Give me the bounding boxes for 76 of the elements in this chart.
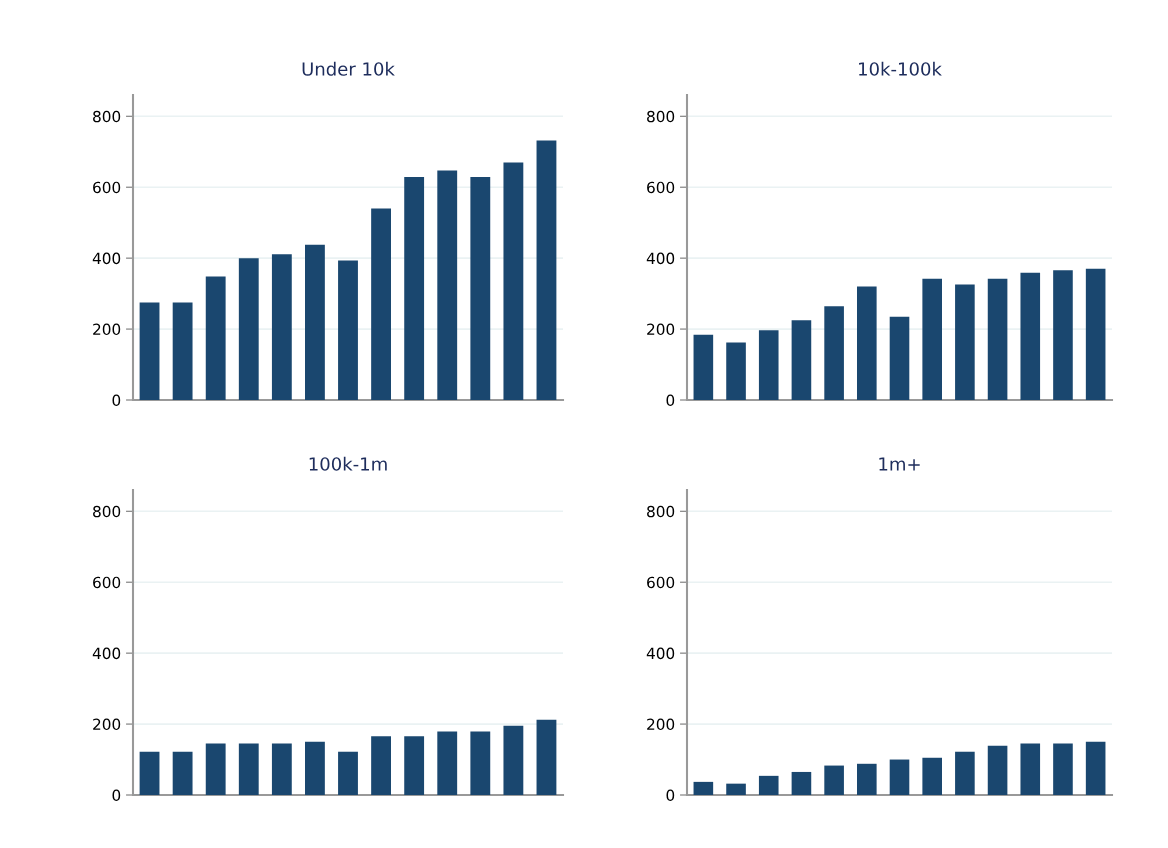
y-tick-label: 200 [93, 718, 121, 731]
bar [536, 140, 557, 400]
y-tick-label: 400 [646, 252, 675, 265]
bar [503, 725, 524, 795]
bar [503, 162, 524, 400]
bar [889, 759, 910, 795]
bar [139, 302, 160, 400]
y-tick-label: 400 [92, 252, 121, 265]
bar [922, 278, 942, 400]
chart-title: 100k-1m [309, 456, 387, 471]
bar [1085, 268, 1106, 400]
chart-title: 10k-100k [859, 61, 942, 76]
bar [1020, 272, 1041, 400]
chart-title: 1m+ [879, 457, 920, 471]
y-tick-label: 600 [93, 576, 121, 589]
y-tick-label: 400 [646, 647, 675, 660]
bar [726, 342, 746, 400]
y-tick-label: 0 [112, 394, 121, 407]
bar [338, 260, 358, 400]
bar [1053, 270, 1073, 400]
y-tick-label: 800 [93, 110, 121, 123]
bar [987, 278, 1008, 400]
bar [205, 743, 226, 795]
bar [172, 751, 193, 795]
bar [857, 286, 877, 400]
bar [437, 170, 458, 400]
y-tick-label: 0 [666, 394, 675, 407]
bar [987, 745, 1008, 795]
bar [824, 306, 844, 400]
bar [305, 741, 325, 795]
bar [470, 731, 491, 795]
bar [271, 743, 292, 795]
y-tick-label: 800 [93, 505, 121, 518]
bar [824, 765, 844, 795]
bar [889, 316, 910, 400]
y-tick-label: 400 [92, 647, 121, 660]
bar [1085, 741, 1106, 795]
y-tick-label: 800 [647, 110, 675, 123]
bar [1020, 743, 1041, 795]
bar [955, 751, 975, 795]
bar [271, 254, 292, 400]
bar [726, 783, 746, 795]
bar [791, 320, 812, 400]
bar [922, 757, 942, 795]
bar [758, 775, 779, 795]
bar [404, 176, 425, 400]
y-tick-label: 600 [647, 576, 675, 589]
bar [305, 244, 325, 400]
y-tick-label: 200 [93, 323, 121, 336]
bar [404, 736, 425, 795]
y-tick-label: 0 [112, 789, 121, 802]
y-tick-label: 600 [93, 181, 121, 194]
bar [139, 751, 160, 795]
bar [238, 258, 259, 400]
y-tick-label: 200 [647, 323, 675, 336]
bar [536, 719, 557, 795]
bar [238, 743, 259, 795]
y-tick-label: 600 [647, 181, 675, 194]
bar [371, 208, 391, 400]
bar [172, 302, 193, 400]
y-tick-label: 0 [666, 789, 675, 802]
bar [437, 731, 458, 795]
y-tick-label: 200 [647, 718, 675, 731]
bar [955, 284, 975, 400]
chart-title: Under 10k [302, 61, 395, 76]
bar [1053, 743, 1073, 795]
bar [791, 771, 812, 795]
y-tick-label: 800 [647, 505, 675, 518]
bar [470, 176, 491, 400]
bar [205, 276, 226, 400]
bar [371, 736, 391, 795]
bar [693, 334, 714, 400]
bar [857, 763, 877, 795]
bar [338, 751, 358, 795]
bar [758, 330, 779, 400]
bar [693, 781, 714, 795]
